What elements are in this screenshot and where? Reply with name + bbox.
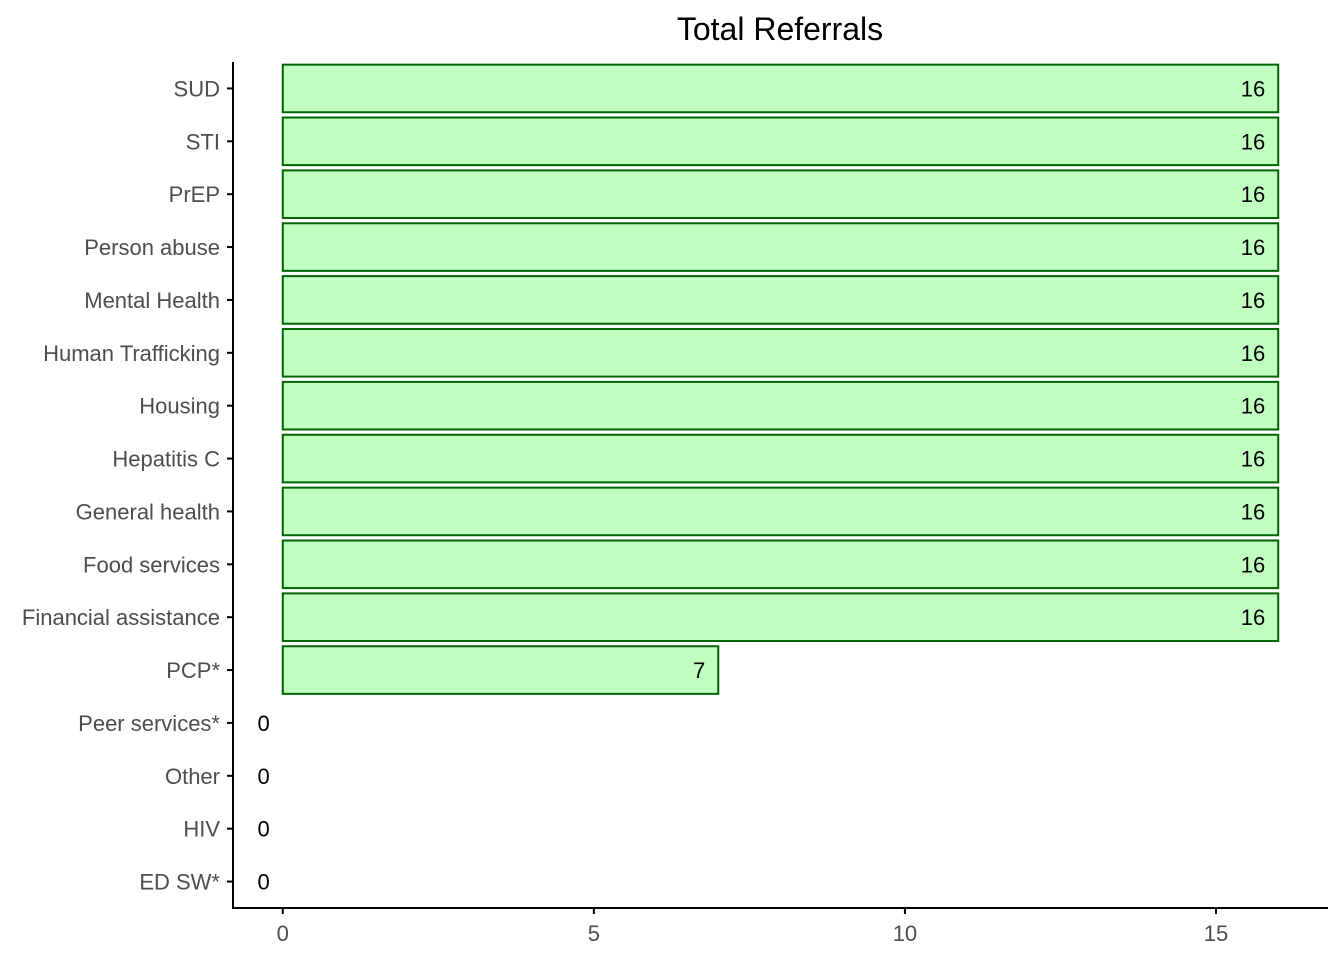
bar [281,380,1280,431]
bars-group [281,63,1280,695]
bar [281,63,1280,114]
y-tick-label: Peer services* [78,711,220,736]
bar-value-label: 16 [1241,605,1265,630]
x-tick-label: 0 [277,921,289,946]
bar [281,486,1280,537]
bar-value-label: 16 [1241,552,1265,577]
y-tick-label: Person abuse [84,235,220,260]
y-tick-label: General health [76,499,220,524]
chart-title: Total Referrals [677,11,883,47]
bar-value-label: 0 [258,870,270,895]
bar-value-label: 0 [258,817,270,842]
value-labels-group: 16 16 16 16 16 16 16 16 16 16 16 7 0 0 0 0 [258,76,1266,894]
bar [281,169,1280,219]
y-tick-label: Housing [139,394,220,419]
bar-value-label: 16 [1241,447,1265,472]
x-tick-label: 10 [893,921,917,946]
y-axis: SUD STI PrEP Person abuse Mental Health Human… [22,62,234,909]
bar-value-label: 16 [1241,499,1265,524]
bar [281,222,1280,272]
y-tick-label: Other [165,764,220,789]
y-tick-label: PCP* [166,658,220,683]
bar-value-label: 16 [1241,288,1265,313]
bar-value-label: 0 [258,711,270,736]
bar [281,592,1280,642]
bar [281,275,1280,325]
y-tick-label: Human Trafficking [43,341,220,366]
y-tick-label: PrEP [169,182,220,207]
bar-value-label: 16 [1241,394,1265,419]
x-tick-label: 15 [1204,921,1228,946]
bar [281,539,1280,590]
bar-value-label: 16 [1241,341,1265,366]
bar [281,645,720,695]
x-axis: 0 5 10 15 [232,907,1328,946]
y-tick-label: STI [186,129,220,154]
y-tick-label: ED SW* [139,870,220,895]
x-tick-label: 5 [588,921,600,946]
bar-value-label: 16 [1241,182,1265,207]
y-tick-label: SUD [174,76,220,101]
y-tick-label: Financial assistance [22,605,220,630]
bar-value-label: 16 [1241,76,1265,101]
bar [281,328,1280,378]
y-tick-label: Mental Health [84,288,220,313]
bar-value-label: 16 [1241,235,1265,260]
y-tick-label: Food services [83,552,220,577]
y-tick-label: HIV [183,817,220,842]
bar [281,433,1280,484]
bar-value-label: 16 [1241,129,1265,154]
bar-value-label: 7 [693,658,705,683]
bar [281,116,1280,167]
y-tick-label: Hepatitis C [112,447,220,472]
bar-value-label: 0 [258,764,270,789]
